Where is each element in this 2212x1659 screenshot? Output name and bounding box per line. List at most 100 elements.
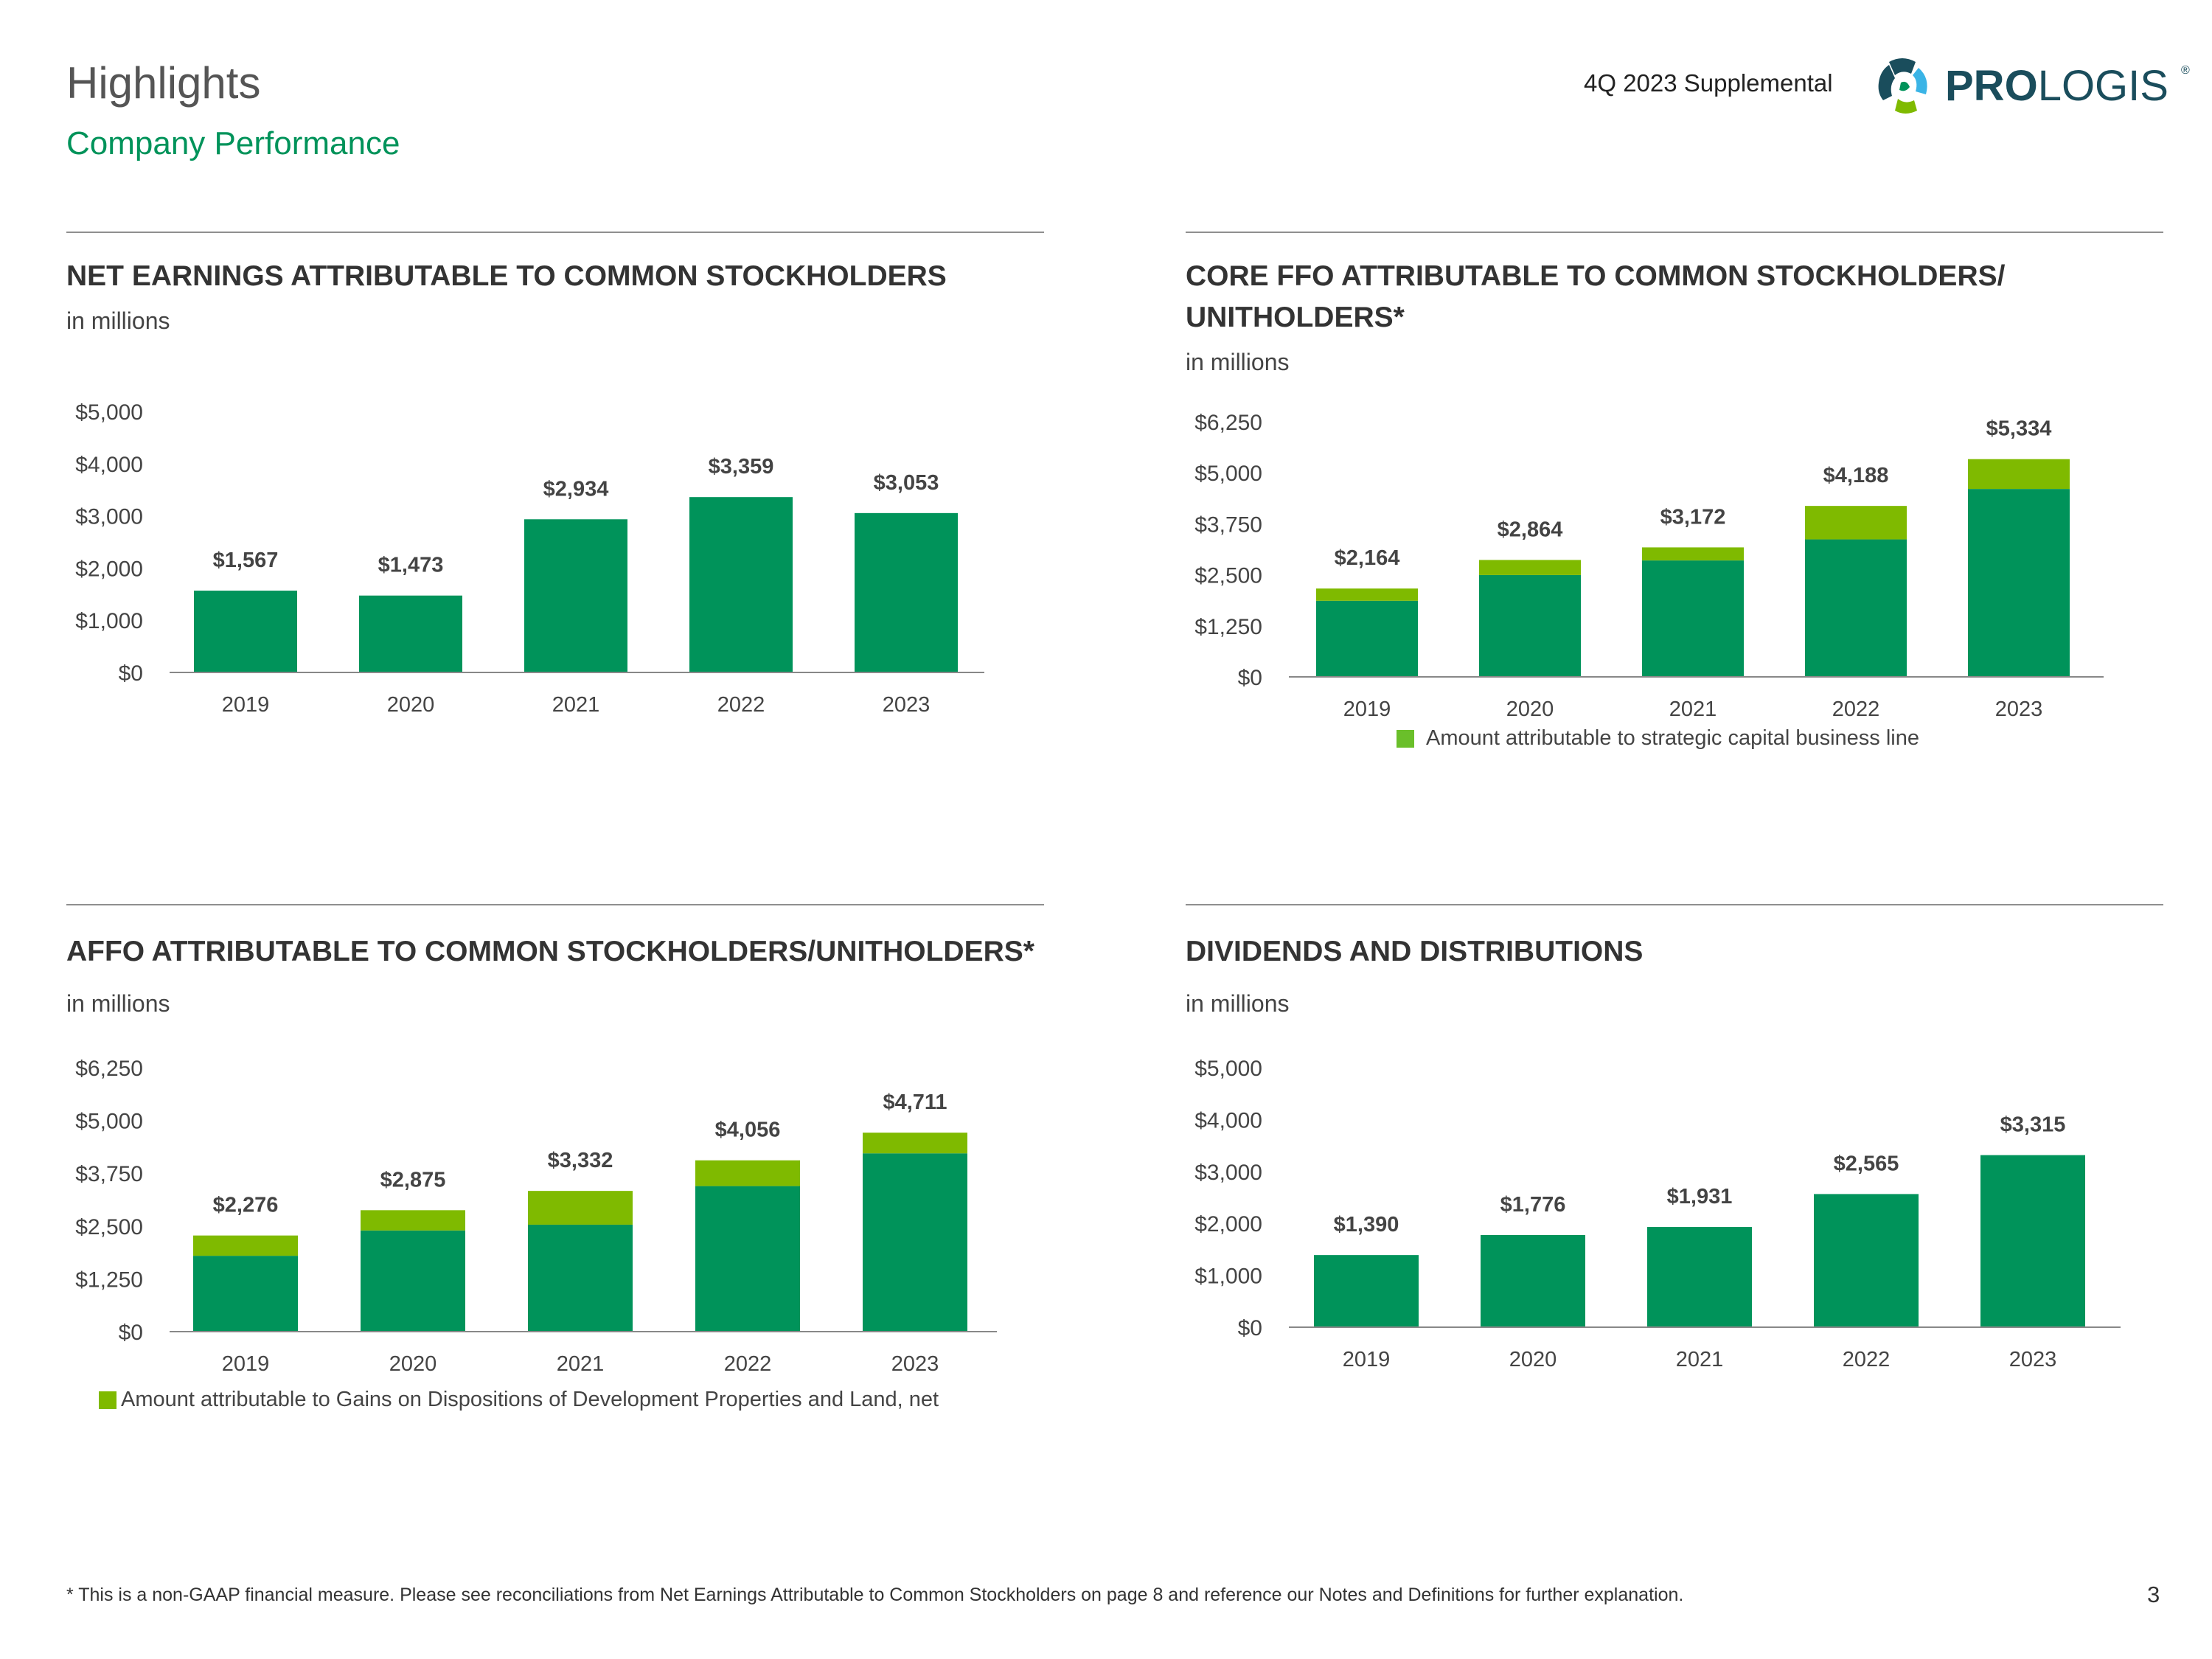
x-tick-label: 2023 — [891, 1352, 939, 1376]
x-tick-label: 2022 — [1843, 1348, 1891, 1371]
panel3-subtitle: in millions — [66, 990, 170, 1017]
bar-base — [361, 1230, 465, 1332]
y-tick-label: $2,000 — [1194, 1212, 1262, 1237]
y-tick-label: $0 — [1238, 666, 1262, 690]
data-label: $4,056 — [715, 1119, 781, 1142]
bar-base — [1642, 560, 1744, 677]
core-ffo-legend: Amount attributable to strategic capital… — [1397, 726, 1919, 751]
bar-segment-addition — [1316, 588, 1418, 601]
data-label: $2,864 — [1498, 518, 1563, 541]
y-tick-label: $3,000 — [1194, 1161, 1262, 1185]
panel3-title: AFFO ATTRIBUTABLE TO COMMON STOCKHOLDERS… — [66, 936, 1034, 967]
legend-swatch — [1397, 729, 1414, 748]
bar-base — [863, 1153, 967, 1332]
bar-base — [695, 1186, 800, 1332]
x-tick-label: 2021 — [552, 693, 600, 717]
panel2-divider — [1186, 232, 2163, 233]
data-label: $1,567 — [213, 549, 279, 572]
x-tick-label: 2019 — [222, 693, 270, 717]
y-tick-label: $1,250 — [75, 1267, 143, 1292]
y-tick-label: $5,000 — [1194, 462, 1262, 486]
panel1-subtitle: in millions — [66, 307, 170, 334]
panel4-divider — [1186, 904, 2163, 905]
core-ffo-chart: $0 $1,250 $2,500 $3,750 $5,000 $6,250 $2,164 20… — [1194, 411, 2104, 721]
y-tick-label: $4,000 — [75, 453, 143, 477]
y-tick-label: $3,750 — [75, 1162, 143, 1186]
y-tick-label: $4,000 — [1194, 1108, 1262, 1133]
y-tick-label: $1,000 — [75, 609, 143, 633]
y-tick-label: $0 — [1238, 1316, 1262, 1340]
y-tick-label: $5,000 — [1194, 1057, 1262, 1081]
bar-base — [528, 1224, 633, 1332]
data-label: $3,315 — [2000, 1113, 2066, 1137]
y-tick-label: $6,250 — [1194, 411, 1262, 435]
net-earnings-chart: $0 $1,000 $2,000 $3,000 $4,000 $5,000 $1,567 20… — [75, 400, 984, 717]
prologis-logo: PROLOGIS ® — [1877, 58, 2190, 114]
data-label: $1,931 — [1667, 1185, 1733, 1208]
registered-mark: ® — [2181, 64, 2190, 77]
svg-text:PROLOGIS: PROLOGIS — [1945, 62, 2168, 110]
affo-chart: $0 $1,250 $2,500 $3,750 $5,000 $6,250 $2,276 20… — [75, 1057, 997, 1376]
affo-legend: Amount attributable to Gains on Disposit… — [99, 1388, 939, 1412]
x-tick-label: 2020 — [389, 1352, 437, 1376]
bar-segment-addition — [1642, 547, 1744, 561]
panel4-title: DIVIDENDS AND DISTRIBUTIONS — [1186, 936, 1644, 967]
y-tick-label: $3,000 — [75, 505, 143, 529]
data-label: $3,359 — [709, 455, 774, 479]
y-tick-label: $2,500 — [75, 1215, 143, 1239]
y-tick-label: $3,750 — [1194, 512, 1262, 537]
dividends-chart: $0 $1,000 $2,000 $3,000 $4,000 $5,000 $1,390 20… — [1194, 1057, 2121, 1371]
x-tick-label: 2020 — [1509, 1348, 1557, 1371]
logo-text-bold: PRO — [1945, 62, 2038, 110]
data-label: $4,188 — [1823, 464, 1889, 487]
y-tick-label: $1,000 — [1194, 1265, 1262, 1289]
x-tick-label: 2022 — [717, 693, 765, 717]
bar — [1481, 1234, 1585, 1327]
page-number: 3 — [2147, 1582, 2160, 1607]
affo-legend-label: Amount attributable to Gains on Disposit… — [121, 1388, 939, 1411]
y-tick-label: $6,250 — [75, 1057, 143, 1081]
page-title: Highlights — [66, 58, 261, 108]
x-tick-label: 2019 — [1343, 1348, 1391, 1371]
data-label: $3,172 — [1660, 505, 1726, 529]
y-tick-label: $2,500 — [1194, 564, 1262, 588]
data-label: $2,875 — [380, 1168, 446, 1192]
legend-swatch — [99, 1391, 116, 1409]
data-label: $2,934 — [543, 477, 609, 501]
data-label: $5,334 — [1986, 417, 2052, 441]
y-tick-label: $5,000 — [75, 1110, 143, 1134]
y-tick-label: $0 — [119, 661, 143, 686]
bar — [855, 512, 958, 672]
bar — [1314, 1255, 1419, 1327]
data-label: $3,053 — [874, 471, 939, 495]
bar-segment-addition — [1805, 506, 1907, 540]
data-label: $1,776 — [1500, 1193, 1566, 1217]
x-tick-label: 2020 — [1506, 698, 1554, 721]
y-tick-label: $2,000 — [75, 557, 143, 581]
x-tick-label: 2022 — [1832, 698, 1880, 721]
data-label: $2,565 — [1834, 1152, 1899, 1175]
panel4-subtitle: in millions — [1186, 990, 1290, 1017]
x-tick-label: 2020 — [387, 693, 435, 717]
panel3-divider — [66, 904, 1044, 905]
x-tick-label: 2021 — [557, 1352, 605, 1376]
x-tick-label: 2023 — [2009, 1348, 2057, 1371]
x-tick-label: 2019 — [222, 1352, 270, 1376]
x-tick-label: 2023 — [883, 693, 931, 717]
data-label: $2,164 — [1335, 546, 1400, 570]
panel1-divider — [66, 232, 1044, 233]
bar — [524, 519, 627, 672]
core-ffo-legend-label: Amount attributable to strategic capital… — [1426, 726, 1919, 750]
bar-segment-addition — [528, 1191, 633, 1225]
bar-segment-addition — [361, 1210, 465, 1231]
bar — [1647, 1227, 1752, 1327]
y-tick-label: $5,000 — [75, 400, 143, 425]
bar-base — [1968, 489, 2070, 677]
logo-text-light: LOGIS — [2038, 62, 2168, 110]
panel2-title: CORE FFO ATTRIBUTABLE TO COMMON STOCKHOL… — [1186, 260, 2006, 333]
bar-base — [1479, 574, 1581, 677]
bar-segment-addition — [1968, 459, 2070, 490]
bar-segment-addition — [695, 1160, 800, 1186]
footnote: * This is a non-GAAP financial measure. … — [66, 1585, 1684, 1605]
bar-base — [1805, 539, 1907, 677]
